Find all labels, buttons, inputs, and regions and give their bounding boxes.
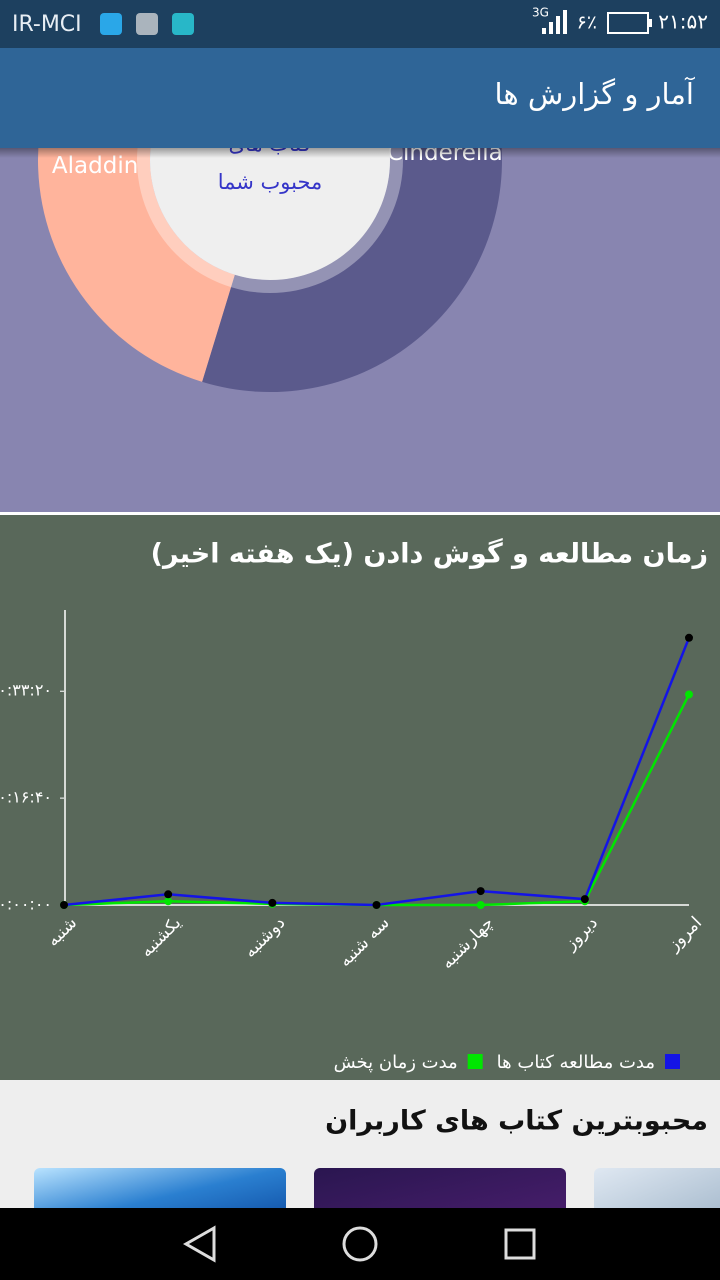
- data-point: [164, 897, 173, 906]
- divider: [0, 512, 720, 515]
- signal-icon: [542, 10, 567, 34]
- back-button[interactable]: [182, 1225, 216, 1263]
- battery-percent: ۶٪: [577, 12, 597, 34]
- data-point: [685, 633, 693, 642]
- app-bar-shadow: [0, 148, 720, 158]
- legend-swatch: [665, 1054, 680, 1069]
- section-title: محبوبترین کتاب های کاربران: [325, 1106, 708, 1137]
- line-section: [0, 515, 720, 1080]
- center-text: محبوب شما: [218, 170, 323, 194]
- legend-label: مدت مطالعه کتاب ها: [497, 1052, 655, 1073]
- data-point: [580, 895, 589, 904]
- notification-icon: [172, 13, 194, 35]
- clock: ۲۱:۵۲: [658, 10, 708, 34]
- recents-button[interactable]: [504, 1228, 536, 1260]
- donut-chart: ۰۰:۱۶:۱۳Aladdin۰۰:۲۴:۵۸Cinderellaکتاب ها…: [38, 48, 503, 392]
- data-point: [372, 901, 381, 909]
- notification-icon: [136, 13, 158, 35]
- data-point: [164, 890, 173, 899]
- notification-icon: [100, 13, 122, 35]
- data-point: [476, 887, 485, 896]
- data-point: [476, 901, 485, 909]
- nav-bar: [0, 1208, 720, 1280]
- legend-swatch: [467, 1054, 483, 1069]
- y-tick-label: ۰۰:۳۳:۲۰: [0, 681, 52, 700]
- y-tick-label: ۰۰:۱۶:۴۰: [0, 788, 52, 807]
- home-button[interactable]: [342, 1226, 378, 1262]
- legend-label: مدت زمان پخش: [334, 1052, 458, 1073]
- battery-tip: [648, 19, 652, 27]
- app-bar: [0, 48, 720, 148]
- data-point: [60, 901, 68, 909]
- chart-title: زمان مطالعه و گوش دادن (یک هفته اخیر): [151, 538, 708, 570]
- carrier: IR-MCI: [12, 12, 82, 37]
- network-type: 3G: [532, 6, 549, 20]
- y-tick-label: ۰۰:۰۰:۰۰: [0, 895, 52, 914]
- data-point: [685, 690, 693, 699]
- data-point: [268, 898, 277, 907]
- app-bar-title: آمار و گزارش ها: [495, 76, 696, 111]
